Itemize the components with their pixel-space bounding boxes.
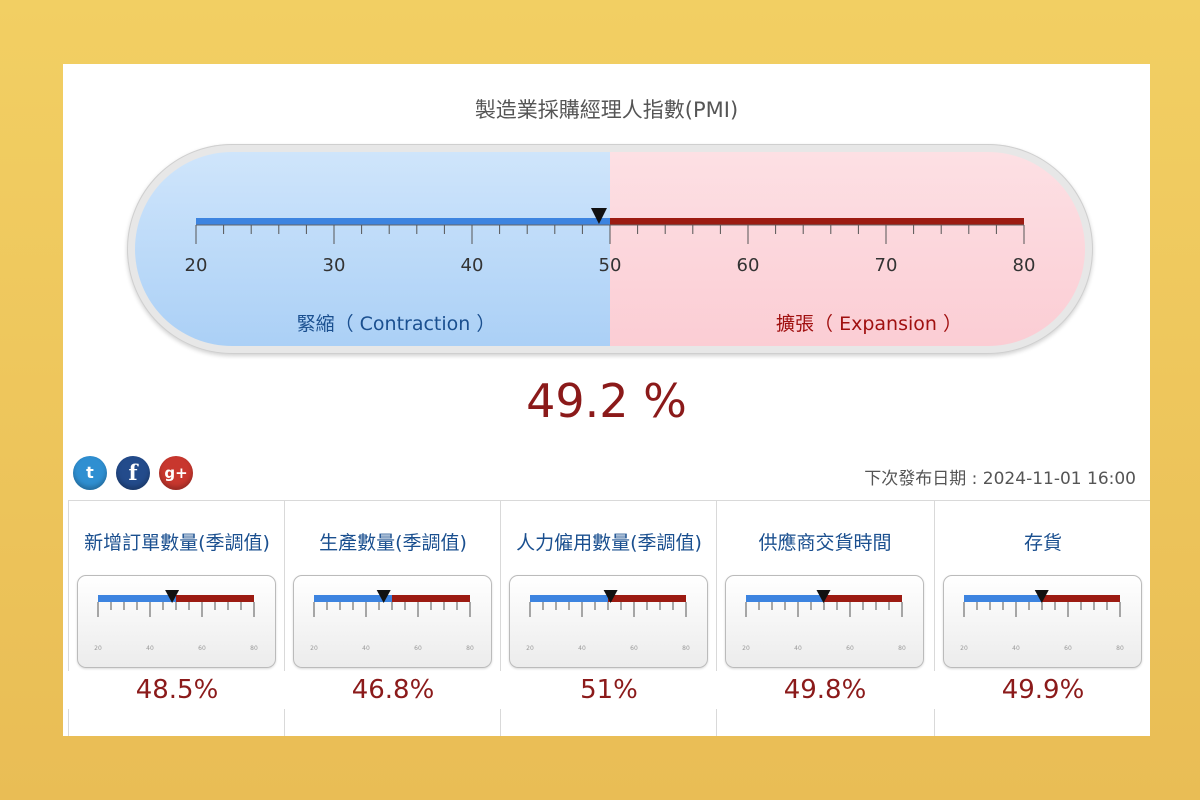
tick-label: 40 (461, 255, 484, 276)
component-gauge: 20 40 60 80 (509, 575, 708, 668)
tick-label: 50 (599, 255, 622, 276)
value-pointer (590, 208, 607, 224)
expansion-zone (610, 152, 1085, 346)
tick-label: 20 (310, 645, 318, 652)
component-gauge: 20 40 60 80 (77, 575, 276, 668)
tick-label: 40 (146, 645, 154, 652)
tick-label: 80 (466, 645, 474, 652)
tick-label: 40 (1012, 645, 1020, 652)
component-label: 供應商交貨時間 (758, 532, 892, 554)
value-pointer (165, 590, 180, 603)
component-value: 51% (580, 675, 638, 705)
expansion-bar (1042, 595, 1120, 602)
expansion-label: 擴張（ Expansion ） (776, 313, 962, 335)
component-value: 49.8% (783, 675, 867, 705)
contraction-label: 緊縮（ Contraction ） (297, 313, 496, 335)
component-cell: 供應商交貨時間 20 40 60 80 49.8% (716, 501, 934, 736)
tick-label: 60 (630, 645, 638, 652)
expansion-bar (608, 595, 686, 602)
component-gauge: 20 40 60 80 (943, 575, 1142, 668)
next-release-date: 下次發布日期 : 2024-11-01 16:00 (864, 469, 1136, 489)
tick-label: 20 (185, 255, 208, 276)
tick-label: 80 (682, 645, 690, 652)
component-label: 新增訂單數量(季調值) (84, 532, 270, 554)
page-title: 製造業採購經理人指數(PMI) (474, 98, 739, 122)
component-cell: 存貨 20 40 60 80 49.9% (934, 501, 1150, 736)
pmi-scale: 20 30 40 50 60 70 80 緊縮（ Contraction ） 擴張（ Expan… (185, 208, 1036, 335)
google-plus-icon[interactable]: g+ (159, 456, 193, 490)
contraction-bar (964, 595, 1042, 602)
component-cell: 人力僱用數量(季調值) 20 40 60 80 51% (500, 501, 718, 736)
facebook-icon[interactable]: f (116, 456, 150, 490)
component-cell: 新增訂單數量(季調值) 20 40 60 80 48.5% (68, 501, 286, 736)
tick-label: 70 (875, 255, 898, 276)
component-value: 46.8% (351, 675, 435, 705)
tick-label: 20 (94, 645, 102, 652)
contraction-zone (135, 152, 610, 346)
tick-label: 60 (414, 645, 422, 652)
tick-label: 80 (1116, 645, 1124, 652)
tick-label: 80 (1013, 255, 1036, 276)
tick-label: 20 (742, 645, 750, 652)
value-pointer (1034, 590, 1049, 603)
component-gauge: 20 40 60 80 (293, 575, 492, 668)
expansion-bar (176, 595, 254, 602)
twitter-icon[interactable]: t (73, 456, 107, 490)
tick-label: 40 (578, 645, 586, 652)
tick-label: 80 (898, 645, 906, 652)
tick-label: 60 (1064, 645, 1072, 652)
tick-label: 40 (362, 645, 370, 652)
tick-label: 20 (526, 645, 534, 652)
component-gauge: 20 40 60 80 (725, 575, 924, 668)
tick-label: 60 (737, 255, 760, 276)
pmi-panel: 製造業採購經理人指數(PMI) 20 30 40 50 60 70 80 緊縮（ Contra… (63, 64, 1150, 736)
tick-label: 40 (794, 645, 802, 652)
value-pointer (816, 590, 831, 603)
expansion-bar (392, 595, 470, 602)
component-cell: 生產數量(季調值) 20 40 60 80 46.8% (284, 501, 502, 736)
value-pointer (376, 590, 391, 603)
component-label: 生產數量(季調值) (319, 532, 467, 554)
expansion-bar (610, 218, 1024, 225)
component-value: 48.5% (135, 675, 219, 705)
value-pointer (603, 590, 618, 603)
contraction-bar (746, 595, 824, 602)
component-label: 人力僱用數量(季調值) (516, 532, 702, 554)
contraction-bar (314, 595, 392, 602)
expansion-bar (824, 595, 902, 602)
tick-label: 60 (198, 645, 206, 652)
component-value: 49.9% (1001, 675, 1085, 705)
contraction-bar (98, 595, 176, 602)
tick-label: 20 (960, 645, 968, 652)
contraction-bar (196, 218, 610, 225)
pmi-value: 49.2 % (526, 374, 687, 428)
pmi-gauge: 20 30 40 50 60 70 80 緊縮（ Contraction ） 擴張（ Expan… (127, 144, 1093, 354)
tick-label: 30 (323, 255, 346, 276)
component-table: 新增訂單數量(季調值) 20 40 60 80 48.5% 生產數量(季調值) 20 4… (68, 500, 1150, 736)
tick-label: 80 (250, 645, 258, 652)
component-label: 存貨 (1023, 532, 1062, 554)
contraction-bar (530, 595, 608, 602)
tick-label: 60 (846, 645, 854, 652)
